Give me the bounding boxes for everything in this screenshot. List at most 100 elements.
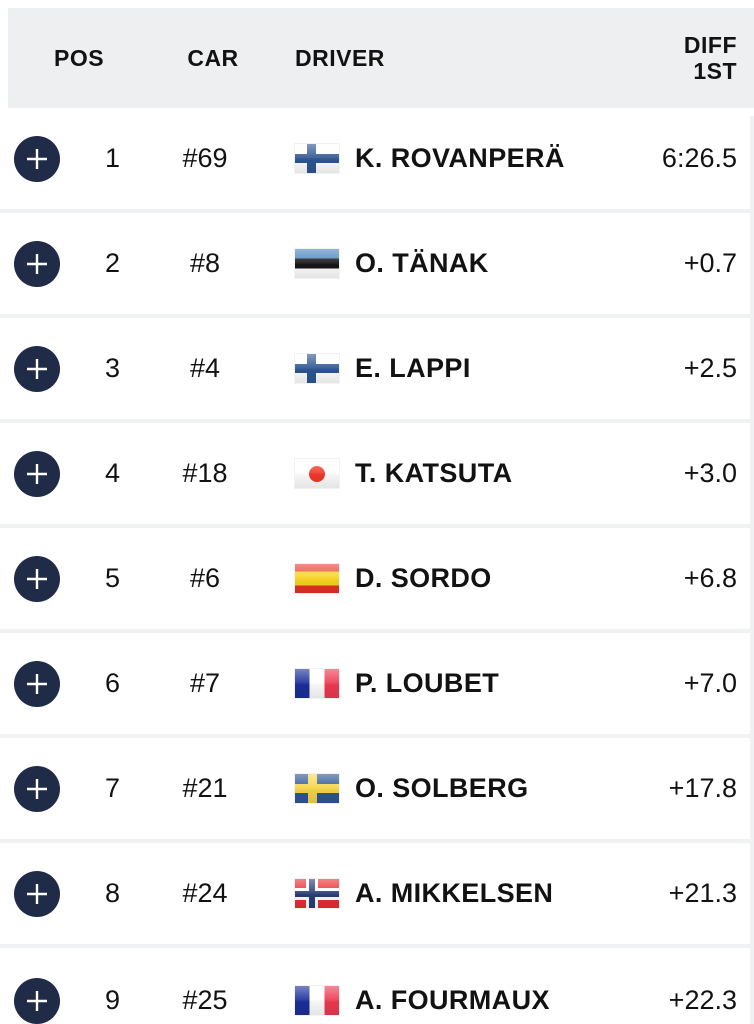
flag-cell (275, 986, 355, 1015)
diff-value: +0.7 (683, 248, 737, 278)
finland-flag-icon (295, 144, 339, 173)
table-row[interactable]: 2 #8 O. TÄNAK +0.7 (0, 213, 754, 318)
expand-row-button[interactable] (14, 240, 60, 287)
position-value: 6 (104, 668, 121, 698)
position-value: 1 (104, 143, 121, 173)
car-number: #7 (189, 668, 221, 698)
diff-value: +17.8 (668, 773, 737, 803)
expand-row-button[interactable] (14, 345, 60, 392)
expand-row-button[interactable] (14, 765, 60, 812)
driver-name: P. LOUBET (355, 668, 500, 698)
sweden-flag-icon (295, 774, 339, 803)
expand-cell (0, 555, 90, 602)
expand-cell (0, 870, 90, 917)
expand-row-button[interactable] (14, 870, 60, 917)
diff-value: +22.3 (668, 985, 737, 1015)
plus-icon (25, 357, 49, 381)
flag-cell (275, 879, 355, 908)
finland-flag-icon (295, 354, 339, 383)
expand-cell (0, 765, 90, 812)
plus-icon (25, 147, 49, 171)
estonia-flag-icon (295, 249, 339, 278)
japan-flag-icon (295, 459, 339, 488)
car-number: #18 (182, 458, 228, 488)
table-row[interactable]: 1 #69 K. ROVANPERÄ 6:26.5 (0, 108, 754, 213)
position-value: 7 (104, 773, 121, 803)
france-flag-icon (295, 986, 339, 1015)
expand-row-button[interactable] (14, 135, 60, 182)
car-number: #4 (189, 353, 221, 383)
driver-name: A. FOURMAUX (355, 985, 550, 1015)
expand-cell (0, 660, 90, 707)
table-row[interactable]: 3 #4 E. LAPPI +2.5 (0, 318, 754, 423)
results-table: POS CAR DRIVER DIFF 1ST 1 #69 K. ROVANPE… (0, 8, 754, 1024)
car-number: #25 (182, 985, 228, 1015)
position-value: 9 (104, 985, 121, 1015)
expand-row-button[interactable] (14, 450, 60, 497)
car-number: #24 (182, 878, 228, 908)
driver-name: K. ROVANPERÄ (355, 143, 565, 173)
norway-flag-icon (295, 879, 339, 908)
expand-cell (0, 240, 90, 287)
flag-cell (275, 144, 355, 173)
expand-row-button[interactable] (14, 977, 60, 1024)
driver-name: E. LAPPI (355, 353, 471, 383)
flag-cell (275, 774, 355, 803)
driver-name: T. KATSUTA (355, 458, 513, 488)
france-flag-icon (295, 669, 339, 698)
spain-flag-icon (295, 564, 339, 593)
col-header-diff-line2: 1ST (693, 58, 737, 84)
table-header: POS CAR DRIVER DIFF 1ST (8, 8, 754, 108)
car-number: #69 (182, 143, 228, 173)
position-value: 2 (104, 248, 121, 278)
table-row[interactable]: 5 #6 D. SORDO +6.8 (0, 528, 754, 633)
position-value: 8 (104, 878, 121, 908)
expand-row-button[interactable] (14, 555, 60, 602)
diff-value: 6:26.5 (661, 143, 737, 173)
expand-cell (0, 450, 90, 497)
driver-name: D. SORDO (355, 563, 492, 593)
driver-name: A. MIKKELSEN (355, 878, 554, 908)
col-header-diff: DIFF 1ST (604, 32, 754, 85)
col-header-car: CAR (187, 44, 239, 71)
driver-name: O. TÄNAK (355, 248, 489, 278)
plus-icon (25, 882, 49, 906)
plus-icon (25, 462, 49, 486)
table-row[interactable]: 9 #25 A. FOURMAUX +22.3 (0, 948, 754, 1024)
car-number: #6 (189, 563, 221, 593)
diff-value: +2.5 (683, 353, 737, 383)
right-edge-strip (750, 116, 754, 1024)
flag-cell (275, 249, 355, 278)
plus-icon (25, 252, 49, 276)
col-header-diff-line1: DIFF (683, 31, 737, 58)
car-number: #21 (182, 773, 228, 803)
col-header-pos: POS (54, 44, 105, 71)
flag-cell (275, 459, 355, 488)
table-row[interactable]: 7 #21 O. SOLBERG +17.8 (0, 738, 754, 843)
flag-cell (275, 354, 355, 383)
plus-icon (25, 777, 49, 801)
table-row[interactable]: 8 #24 A. MIKKELSEN +21.3 (0, 843, 754, 948)
flag-cell (275, 564, 355, 593)
table-body: 1 #69 K. ROVANPERÄ 6:26.5 2 #8 O. TÄNAK … (0, 108, 754, 1024)
diff-value: +6.8 (683, 563, 737, 593)
expand-row-button[interactable] (14, 660, 60, 707)
position-value: 4 (104, 458, 121, 488)
car-number: #8 (189, 248, 221, 278)
plus-icon (25, 567, 49, 591)
plus-icon (25, 672, 49, 696)
diff-value: +3.0 (683, 458, 737, 488)
table-row[interactable]: 4 #18 T. KATSUTA +3.0 (0, 423, 754, 528)
expand-cell (0, 977, 90, 1024)
plus-icon (25, 989, 49, 1013)
diff-value: +21.3 (668, 878, 737, 908)
position-value: 5 (104, 563, 121, 593)
expand-cell (0, 135, 90, 182)
position-value: 3 (104, 353, 121, 383)
flag-cell (275, 669, 355, 698)
expand-cell (0, 345, 90, 392)
diff-value: +7.0 (683, 668, 737, 698)
table-row[interactable]: 6 #7 P. LOUBET +7.0 (0, 633, 754, 738)
driver-name: O. SOLBERG (355, 773, 529, 803)
col-header-driver: DRIVER (295, 44, 385, 71)
